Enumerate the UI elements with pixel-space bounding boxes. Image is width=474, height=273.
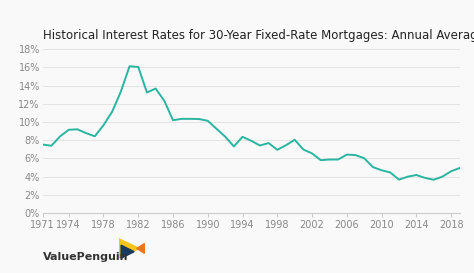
Text: Historical Interest Rates for 30-Year Fixed-Rate Mortgages: Annual Averages, 197: Historical Interest Rates for 30-Year Fi… bbox=[43, 29, 474, 42]
Polygon shape bbox=[118, 239, 139, 258]
Polygon shape bbox=[121, 245, 134, 258]
Text: ValuePenguin: ValuePenguin bbox=[43, 252, 128, 262]
Polygon shape bbox=[137, 244, 145, 253]
